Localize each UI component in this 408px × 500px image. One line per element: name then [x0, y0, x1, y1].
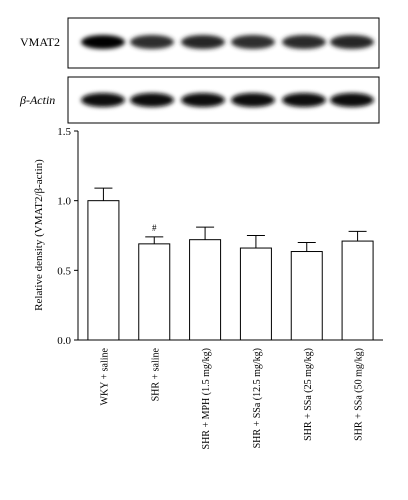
blot-band [282, 93, 326, 107]
bar [290, 251, 323, 341]
blot-band [130, 35, 174, 49]
blot-band [181, 93, 225, 107]
significance-mark: # [152, 223, 157, 233]
blot-label-vmat2: VMAT2 [20, 35, 60, 49]
x-category-label: SHR + MPH (1.5 mg/kg) [201, 348, 212, 449]
blot-actin-panel: β-Actin [19, 76, 380, 124]
bars: # [87, 187, 374, 341]
bar [239, 247, 272, 341]
blot-band [81, 35, 125, 49]
blot-vmat2-panel: VMAT2 [20, 17, 380, 69]
blot-band [130, 93, 174, 107]
x-category-label: SHR + SSa (50 mg/kg) [354, 348, 365, 441]
blot-band [282, 35, 326, 49]
bar [341, 240, 374, 341]
blot-bands-actin [81, 93, 374, 107]
blot-band [231, 93, 275, 107]
bar [138, 243, 171, 341]
y-tick-label: 1.5 [57, 126, 71, 138]
y-axis: 0.0 0.5 1.0 1.5 [57, 126, 383, 347]
bar [87, 200, 120, 341]
x-category-label: SHR + saline [150, 347, 161, 401]
y-tick-label: 0.0 [57, 335, 71, 347]
x-category-label: SHR + SSa (25 mg/kg) [303, 348, 314, 441]
blot-band [231, 35, 275, 49]
y-axis-title: Relative density (VMAT2/β-actin) [33, 159, 45, 311]
blot-band [330, 35, 374, 49]
y-tick-label: 0.5 [57, 265, 71, 277]
blot-label-actin: β-Actin [19, 93, 55, 107]
x-axis-labels: WKY + saline SHR + saline SHR + MPH (1.5 m… [99, 347, 364, 449]
x-category-label: SHR + SSa (12.5 mg/kg) [252, 348, 263, 448]
y-tick-label: 1.0 [57, 196, 71, 208]
bar-chart: Relative density (VMAT2/β-actin) 0.0 0.5 1… [33, 126, 383, 449]
blot-bands-vmat2 [81, 35, 374, 49]
blot-band [330, 93, 374, 107]
blot-band [181, 35, 225, 49]
x-category-label: WKY + saline [99, 347, 110, 405]
bar [189, 239, 222, 341]
blot-band [81, 93, 125, 107]
